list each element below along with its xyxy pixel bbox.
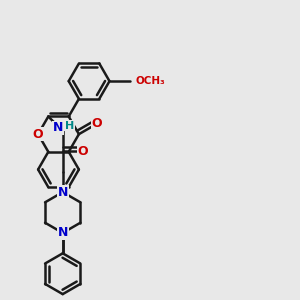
Text: N: N <box>53 122 63 134</box>
Text: O: O <box>33 128 44 141</box>
Text: H: H <box>65 121 74 130</box>
Text: O: O <box>78 145 88 158</box>
Text: N: N <box>58 226 68 239</box>
Text: N: N <box>58 186 68 199</box>
Text: OCH₃: OCH₃ <box>136 76 166 86</box>
Text: O: O <box>91 118 102 130</box>
